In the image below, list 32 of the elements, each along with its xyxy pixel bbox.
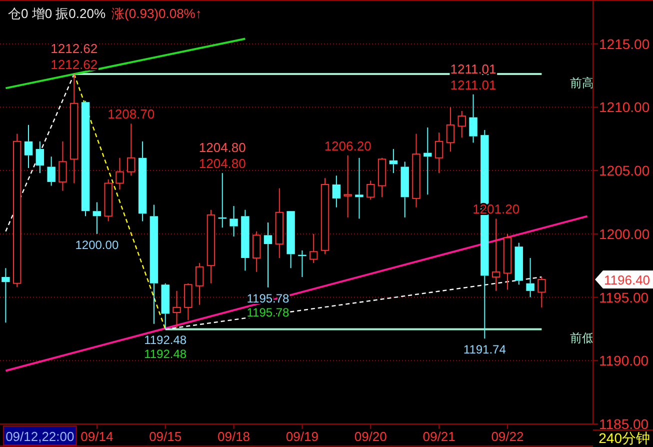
y-tick-label: 1205.00 — [599, 162, 650, 179]
y-tick-label: 1215.00 — [599, 36, 650, 52]
chart-title: 仓0 增0 振0.20% — [8, 6, 106, 21]
x-tick-label: 09/19 — [286, 429, 318, 444]
x-tick-label: 09/20 — [354, 429, 387, 444]
y-tick-label: 1200.00 — [599, 226, 650, 242]
annotation: 1192.48 — [144, 333, 187, 348]
y-tick-label: 1185.00 — [599, 416, 649, 432]
x-tick-label: 09/22 — [491, 429, 524, 444]
y-tick-label: 1210.00 — [599, 99, 650, 116]
annotation: 1204.80 — [198, 140, 246, 156]
annotation: 1192.48 — [144, 347, 187, 362]
annotation: 1206.20 — [324, 138, 372, 154]
x-tick-label: 09/12,22:00 — [6, 429, 74, 444]
annotation: 1191.74 — [463, 342, 506, 357]
annotation: 1195.78 — [246, 305, 290, 320]
x-tick-label: 09/15 — [149, 429, 182, 444]
text: 1196.40 — [604, 272, 650, 288]
chart-subtitle: 涨(0.93)0.08%↑ — [112, 6, 202, 21]
annotation: 1212.62 — [50, 40, 98, 56]
y-tick-label: 1190.00 — [599, 352, 649, 369]
annotation: 1211.01 — [450, 77, 496, 92]
annotation: 1204.80 — [198, 156, 246, 172]
annotation: 1208.70 — [108, 106, 155, 122]
annotation: 1200.00 — [75, 238, 119, 252]
text: 240分钟 — [598, 430, 650, 446]
annotation: 1212.62 — [50, 56, 98, 72]
x-tick-label: 09/21 — [422, 429, 456, 444]
annotation: 1211.01 — [450, 61, 496, 76]
x-tick-label: 09/18 — [218, 429, 250, 444]
x-tick-label: 09/14 — [80, 429, 114, 444]
y-tick-label: 1195.00 — [599, 289, 649, 306]
